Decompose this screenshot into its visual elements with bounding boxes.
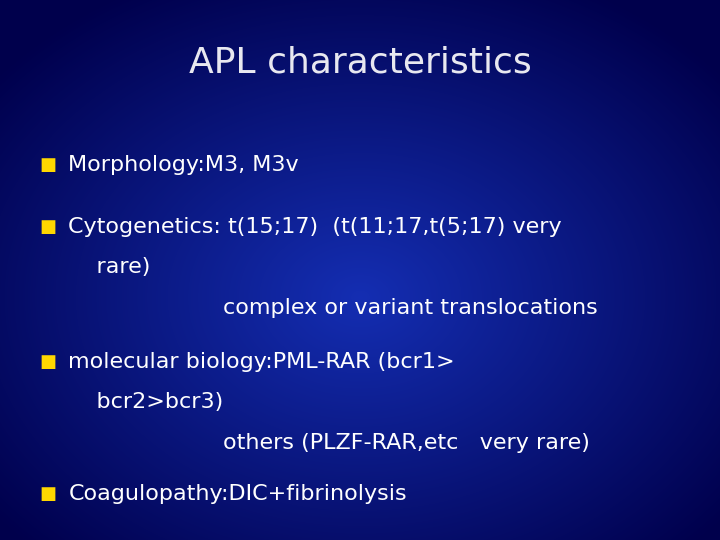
- Text: complex or variant translocations: complex or variant translocations: [223, 298, 598, 318]
- Text: APL characteristics: APL characteristics: [189, 46, 531, 80]
- Text: ■: ■: [40, 485, 57, 503]
- Text: ■: ■: [40, 353, 57, 371]
- Text: others (PLZF-RAR,etc   very rare): others (PLZF-RAR,etc very rare): [223, 433, 590, 453]
- Text: rare): rare): [68, 257, 150, 278]
- Text: ■: ■: [40, 156, 57, 174]
- Text: Cytogenetics: t(15;17)  (t(11;17,t(5;17) very: Cytogenetics: t(15;17) (t(11;17,t(5;17) …: [68, 217, 562, 237]
- Text: molecular biology:PML-RAR (bcr1>: molecular biology:PML-RAR (bcr1>: [68, 352, 455, 372]
- Text: ■: ■: [40, 218, 57, 236]
- Text: Coagulopathy:DIC+fibrinolysis: Coagulopathy:DIC+fibrinolysis: [68, 484, 407, 504]
- Text: bcr2>bcr3): bcr2>bcr3): [68, 392, 224, 413]
- Text: Morphology:M3, M3v: Morphology:M3, M3v: [68, 154, 299, 175]
